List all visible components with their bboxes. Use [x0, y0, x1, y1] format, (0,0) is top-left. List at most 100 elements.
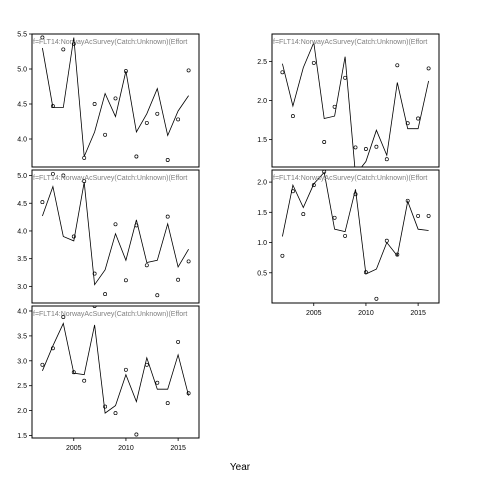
- observed-point: [353, 192, 358, 197]
- observed-point: [416, 116, 421, 121]
- panel-3: f=FLT14:NorwayAcSurvey(Catch:Unknown)(Ef…: [17, 169, 200, 304]
- y-tick-label: 2.0: [257, 180, 267, 187]
- observed-point: [61, 47, 66, 52]
- x-tick-label: 2010: [358, 310, 374, 317]
- panels: f=FLT14:NorwayAcSurvey(Catch:Unknown)(Ef…: [17, 32, 440, 452]
- y-tick-label: 1.5: [257, 210, 267, 217]
- observed-point: [311, 60, 316, 65]
- observed-point: [280, 253, 285, 258]
- y-tick-label: 0.5: [257, 270, 267, 277]
- y-tick-label: 3.5: [17, 256, 27, 263]
- observed-point: [155, 380, 160, 385]
- observed-point: [103, 404, 108, 409]
- observed-point: [165, 214, 170, 219]
- panel-frame: [271, 169, 440, 304]
- y-tick-label: 1.5: [257, 137, 267, 144]
- panel-frame: [271, 33, 440, 168]
- observed-point: [343, 233, 348, 238]
- x-tick-label: 2005: [66, 445, 82, 452]
- panel-strip-label: f=FLT14:NorwayAcSurvey(Catch:Unknown)(Ef…: [273, 39, 427, 46]
- observed-point: [186, 259, 191, 264]
- y-tick-label: 4.0: [17, 228, 27, 235]
- observed-point: [176, 339, 181, 344]
- fitted-line: [42, 37, 189, 157]
- x-tick-label: 2005: [306, 310, 322, 317]
- observed-point: [165, 401, 170, 406]
- observed-point: [155, 111, 160, 116]
- observed-point: [61, 173, 66, 178]
- observed-point: [71, 370, 76, 375]
- observed-point: [353, 145, 358, 150]
- y-tick-label: 2.5: [257, 59, 267, 66]
- observed-point: [92, 271, 97, 276]
- y-tick-label: 4.5: [17, 102, 27, 109]
- observed-point: [50, 104, 55, 109]
- y-tick-label: 2.0: [257, 98, 267, 105]
- observed-point: [144, 263, 149, 268]
- panel-2: f=FLT14:NorwayAcSurvey(Catch:Unknown)(Ef…: [257, 33, 440, 168]
- observed-point: [186, 391, 191, 396]
- observed-point: [374, 296, 379, 301]
- observed-point: [82, 378, 87, 383]
- observed-point: [40, 362, 45, 367]
- observed-point: [71, 234, 76, 239]
- observed-point: [71, 41, 76, 46]
- observed-point: [332, 104, 337, 109]
- y-tick-label: 1.0: [257, 240, 267, 247]
- observed-point: [280, 70, 285, 75]
- observed-point: [92, 306, 97, 308]
- observed-point: [134, 154, 139, 159]
- y-tick-label: 3.0: [17, 284, 27, 291]
- observed-point: [113, 96, 118, 101]
- observed-point: [322, 140, 327, 144]
- observed-point: [363, 270, 368, 275]
- panel-frame: [31, 33, 200, 168]
- observed-point: [384, 238, 389, 243]
- observed-point: [113, 222, 118, 227]
- x-tick-label: 2015: [410, 310, 426, 317]
- observed-point: [50, 171, 55, 176]
- observed-point: [395, 63, 400, 68]
- panel-1: f=FLT14:NorwayAcSurvey(Catch:Unknown)(Ef…: [17, 32, 200, 168]
- observed-point: [103, 132, 108, 137]
- observed-point: [311, 183, 316, 188]
- observed-point: [123, 367, 128, 372]
- observed-point: [50, 346, 55, 351]
- y-tick-label: 4.0: [17, 137, 27, 144]
- y-tick-label: 2.5: [17, 383, 27, 390]
- observed-point: [290, 114, 295, 119]
- panel-strip-label: f=FLT14:NorwayAcSurvey(Catch:Unknown)(Ef…: [33, 311, 187, 318]
- observed-point: [155, 293, 160, 298]
- y-tick-label: 4.0: [17, 308, 27, 315]
- observed-point: [82, 155, 87, 160]
- panel-strip-label: f=FLT14:NorwayAcSurvey(Catch:Unknown)(Ef…: [273, 175, 427, 182]
- observed-point: [363, 147, 368, 151]
- y-tick-label: 3.5: [17, 333, 27, 340]
- fitted-line: [282, 171, 429, 275]
- observed-point: [374, 144, 379, 149]
- panel-strip-label: f=FLT14:NorwayAcSurvey(Catch:Unknown)(Ef…: [33, 39, 187, 46]
- x-tick-label: 2010: [118, 445, 134, 452]
- observed-point: [40, 200, 45, 205]
- observed-point: [144, 362, 149, 367]
- panel-frame: [31, 169, 200, 304]
- y-tick-label: 5.5: [17, 32, 27, 39]
- fitted-line: [42, 322, 189, 414]
- fitted-line: [42, 182, 189, 286]
- observed-point: [144, 120, 149, 125]
- observed-point: [134, 432, 139, 437]
- observed-point: [176, 117, 181, 122]
- observed-point: [426, 66, 431, 71]
- observed-point: [134, 223, 139, 228]
- observed-point: [165, 158, 170, 162]
- observed-point: [405, 198, 410, 203]
- y-tick-label: 5.0: [17, 67, 27, 74]
- y-tick-label: 5.0: [17, 173, 27, 180]
- x-tick-label: 2015: [170, 445, 186, 452]
- observed-point: [123, 278, 128, 283]
- observed-point: [301, 212, 306, 217]
- observed-point: [123, 69, 128, 74]
- observed-point: [186, 68, 191, 73]
- panel-strip-label: f=FLT14:NorwayAcSurvey(Catch:Unknown)(Ef…: [33, 175, 187, 182]
